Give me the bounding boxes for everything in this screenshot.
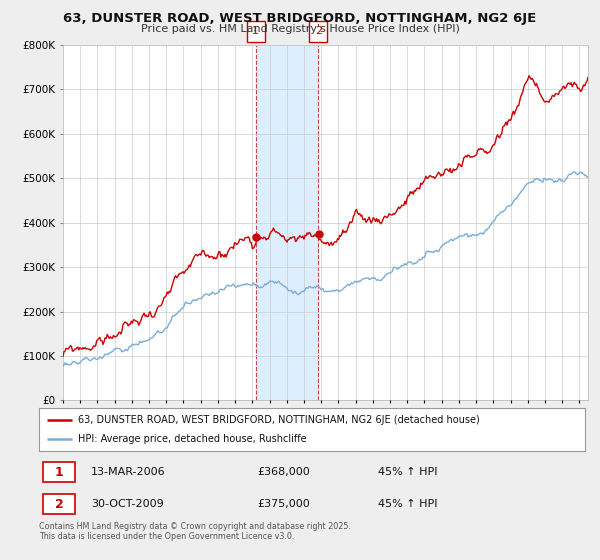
Text: 45% ↑ HPI: 45% ↑ HPI <box>377 499 437 509</box>
Text: 45% ↑ HPI: 45% ↑ HPI <box>377 467 437 477</box>
FancyBboxPatch shape <box>43 462 75 482</box>
Text: Price paid vs. HM Land Registry's House Price Index (HPI): Price paid vs. HM Land Registry's House … <box>140 24 460 34</box>
Bar <box>256 45 318 400</box>
Text: 2: 2 <box>55 497 64 511</box>
Text: 1: 1 <box>55 465 64 479</box>
Text: 13-MAR-2006: 13-MAR-2006 <box>91 467 166 477</box>
Text: £368,000: £368,000 <box>257 467 310 477</box>
FancyBboxPatch shape <box>43 494 75 514</box>
Text: HPI: Average price, detached house, Rushcliffe: HPI: Average price, detached house, Rush… <box>79 434 307 444</box>
Text: £375,000: £375,000 <box>257 499 310 509</box>
Text: Contains HM Land Registry data © Crown copyright and database right 2025.
This d: Contains HM Land Registry data © Crown c… <box>39 522 351 542</box>
Text: 63, DUNSTER ROAD, WEST BRIDGFORD, NOTTINGHAM, NG2 6JE: 63, DUNSTER ROAD, WEST BRIDGFORD, NOTTIN… <box>64 12 536 25</box>
Text: 63, DUNSTER ROAD, WEST BRIDGFORD, NOTTINGHAM, NG2 6JE (detached house): 63, DUNSTER ROAD, WEST BRIDGFORD, NOTTIN… <box>79 415 480 424</box>
Text: 1: 1 <box>252 26 259 36</box>
Text: 30-OCT-2009: 30-OCT-2009 <box>91 499 164 509</box>
Text: 2: 2 <box>315 26 322 36</box>
